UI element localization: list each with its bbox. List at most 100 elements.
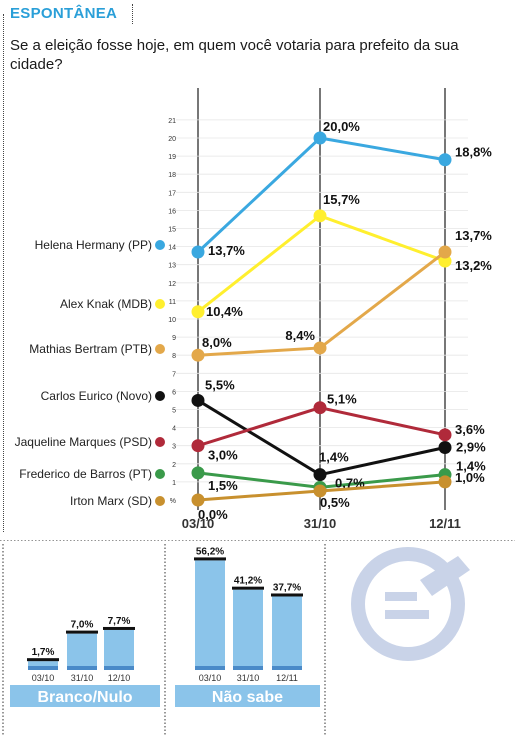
brand-logo <box>351 547 470 661</box>
bar-base <box>104 666 134 670</box>
data-label: 15,7% <box>323 192 360 207</box>
y-tick-label: 4 <box>172 426 176 433</box>
legend-marker <box>155 344 165 354</box>
bar-value-label: 56,2% <box>196 546 224 557</box>
panel-label-box <box>10 685 160 707</box>
legend-label: Jaqueline Marques (PSD) <box>15 435 152 449</box>
bar-value-label: 7,7% <box>108 616 131 627</box>
data-label: 0,7% <box>335 475 365 490</box>
y-tick-label: 13 <box>168 263 176 270</box>
logo-slash <box>420 556 470 596</box>
bar-value-label: 41,2% <box>234 576 262 587</box>
data-point <box>313 341 327 355</box>
x-tick-label: 31/10 <box>304 516 337 531</box>
bar-base <box>233 666 263 670</box>
bar-category-label: 03/10 <box>32 673 55 683</box>
y-tick-label: 11 <box>169 299 176 306</box>
legend-marker <box>155 469 165 479</box>
bar-cap <box>232 586 264 590</box>
data-label: 1,0% <box>455 470 485 485</box>
y-tick-label: 6 <box>172 389 176 396</box>
bar-category-label: 03/10 <box>199 673 222 683</box>
series-line <box>197 214 446 313</box>
data-label: 20,0% <box>323 119 360 134</box>
bar-base <box>272 666 302 670</box>
data-point <box>191 393 205 407</box>
panel-label: Não sabe <box>212 689 283 706</box>
y-tick-label: 12 <box>168 281 176 288</box>
bottom-panels: 1,7% 03/10 7,0% 31/10 7,7% 12/10 Branco/Nulo 56… <box>0 540 515 735</box>
bar-category-label: 31/10 <box>237 673 260 683</box>
y-tick-label: 14 <box>168 245 176 252</box>
data-label: 0,0% <box>198 507 228 522</box>
bar-base <box>67 666 97 670</box>
y-tick-label: 3 <box>172 444 176 451</box>
y-tick-label: 10 <box>168 317 176 324</box>
panel-label: Branco/Nulo <box>37 689 132 706</box>
y-tick-label: 7 <box>172 371 176 378</box>
logo-bar <box>385 610 429 619</box>
data-label: 13,7% <box>455 228 492 243</box>
bar-cap <box>66 630 98 634</box>
bar-cap <box>27 658 59 662</box>
data-point <box>191 466 205 480</box>
x-tick-label: 03/10 <box>182 516 215 531</box>
legend-label: Irton Marx (SD) <box>70 494 152 508</box>
data-point <box>313 131 327 145</box>
series-line <box>196 136 446 254</box>
data-label: 5,5% <box>205 377 235 392</box>
data-point <box>313 401 327 415</box>
legend-label: Frederico de Barros (PT) <box>19 467 152 481</box>
bar-cap <box>194 557 226 561</box>
left-dotted-frame <box>3 14 4 532</box>
legend-label: Helena Hermany (PP) <box>35 238 152 252</box>
bar-value-label: 1,7% <box>32 647 55 658</box>
data-label: 8,0% <box>202 335 232 350</box>
section-tag: ESPONTÂNEA <box>10 5 118 22</box>
y-tick-label: 1 <box>172 480 176 487</box>
panel-label-box <box>175 685 320 707</box>
legend-marker <box>155 391 165 401</box>
data-point <box>438 153 452 167</box>
bar <box>67 633 97 670</box>
tag-divider <box>132 4 133 24</box>
legend-label: Alex Knak (MDB) <box>60 297 152 311</box>
bar-base <box>195 666 225 670</box>
y-tick-label: 17 <box>168 190 176 197</box>
data-label: 1,5% <box>208 478 238 493</box>
y-tick-label: 8 <box>172 353 176 360</box>
data-point <box>191 348 205 362</box>
data-label: 5,1% <box>327 392 357 407</box>
bar <box>104 629 134 670</box>
y-tick-label: 9 <box>172 335 176 342</box>
data-point <box>313 209 327 223</box>
y-tick-label: 5 <box>172 408 176 415</box>
data-point <box>191 305 205 319</box>
data-point <box>438 441 452 455</box>
bar-cap <box>103 626 135 630</box>
bar-base <box>28 666 58 670</box>
data-label: 18,8% <box>455 145 492 160</box>
data-point <box>191 245 205 259</box>
bar-value-label: 37,7% <box>273 582 301 593</box>
y-tick-label: 18 <box>168 172 176 179</box>
legend-marker <box>155 299 165 309</box>
data-point <box>313 484 327 498</box>
data-point <box>438 475 452 489</box>
y-tick-label: 21 <box>168 118 176 125</box>
legend-marker <box>155 240 165 250</box>
x-tick-label: 12/11 <box>429 516 461 531</box>
data-label: 1,4% <box>319 450 349 465</box>
bar-category-label: 12/10 <box>108 673 131 683</box>
logo-bar <box>385 592 417 601</box>
data-point <box>438 254 452 268</box>
data-label: 13,2% <box>455 258 492 273</box>
data-label: 0,5% <box>320 495 350 510</box>
y-tick-label: 2 <box>172 462 176 469</box>
data-label: 3,0% <box>208 448 238 463</box>
data-point <box>191 493 205 507</box>
logo-ring <box>351 547 465 661</box>
legend-marker <box>155 496 165 506</box>
data-label: 13,7% <box>208 243 245 258</box>
